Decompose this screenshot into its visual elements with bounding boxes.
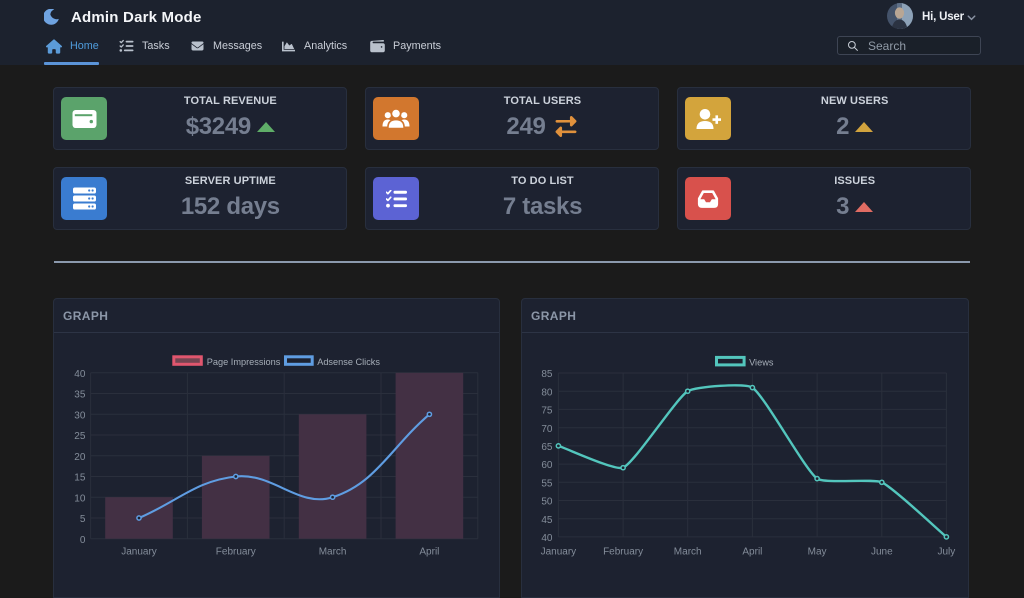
svg-text:Page Impressions: Page Impressions: [207, 357, 281, 367]
svg-text:80: 80: [541, 387, 553, 398]
svg-text:40: 40: [74, 369, 86, 380]
svg-text:0: 0: [80, 535, 86, 546]
svg-text:July: July: [938, 547, 956, 558]
svg-text:Adsense Clicks: Adsense Clicks: [317, 357, 380, 367]
svg-text:5: 5: [80, 514, 86, 525]
svg-text:70: 70: [541, 424, 553, 435]
svg-text:35: 35: [74, 390, 86, 401]
svg-text:25: 25: [74, 431, 86, 442]
svg-text:85: 85: [541, 369, 553, 380]
svg-text:February: February: [216, 547, 256, 558]
svg-text:March: March: [674, 547, 702, 558]
svg-text:March: March: [319, 547, 347, 558]
svg-text:January: January: [121, 547, 157, 558]
svg-text:15: 15: [74, 473, 86, 484]
svg-text:40: 40: [541, 533, 553, 544]
svg-text:April: April: [419, 547, 439, 558]
svg-text:60: 60: [541, 460, 553, 471]
svg-text:20: 20: [74, 452, 86, 463]
svg-text:February: February: [603, 547, 643, 558]
svg-text:Views: Views: [749, 357, 774, 367]
svg-text:April: April: [742, 547, 762, 558]
svg-text:30: 30: [74, 410, 86, 421]
svg-text:65: 65: [541, 442, 553, 453]
svg-text:June: June: [871, 547, 893, 558]
svg-text:55: 55: [541, 478, 553, 489]
svg-text:45: 45: [541, 515, 553, 526]
svg-text:10: 10: [74, 493, 86, 504]
svg-text:50: 50: [541, 497, 553, 508]
svg-text:January: January: [541, 547, 577, 558]
svg-text:May: May: [808, 547, 827, 558]
svg-text:75: 75: [541, 406, 553, 417]
